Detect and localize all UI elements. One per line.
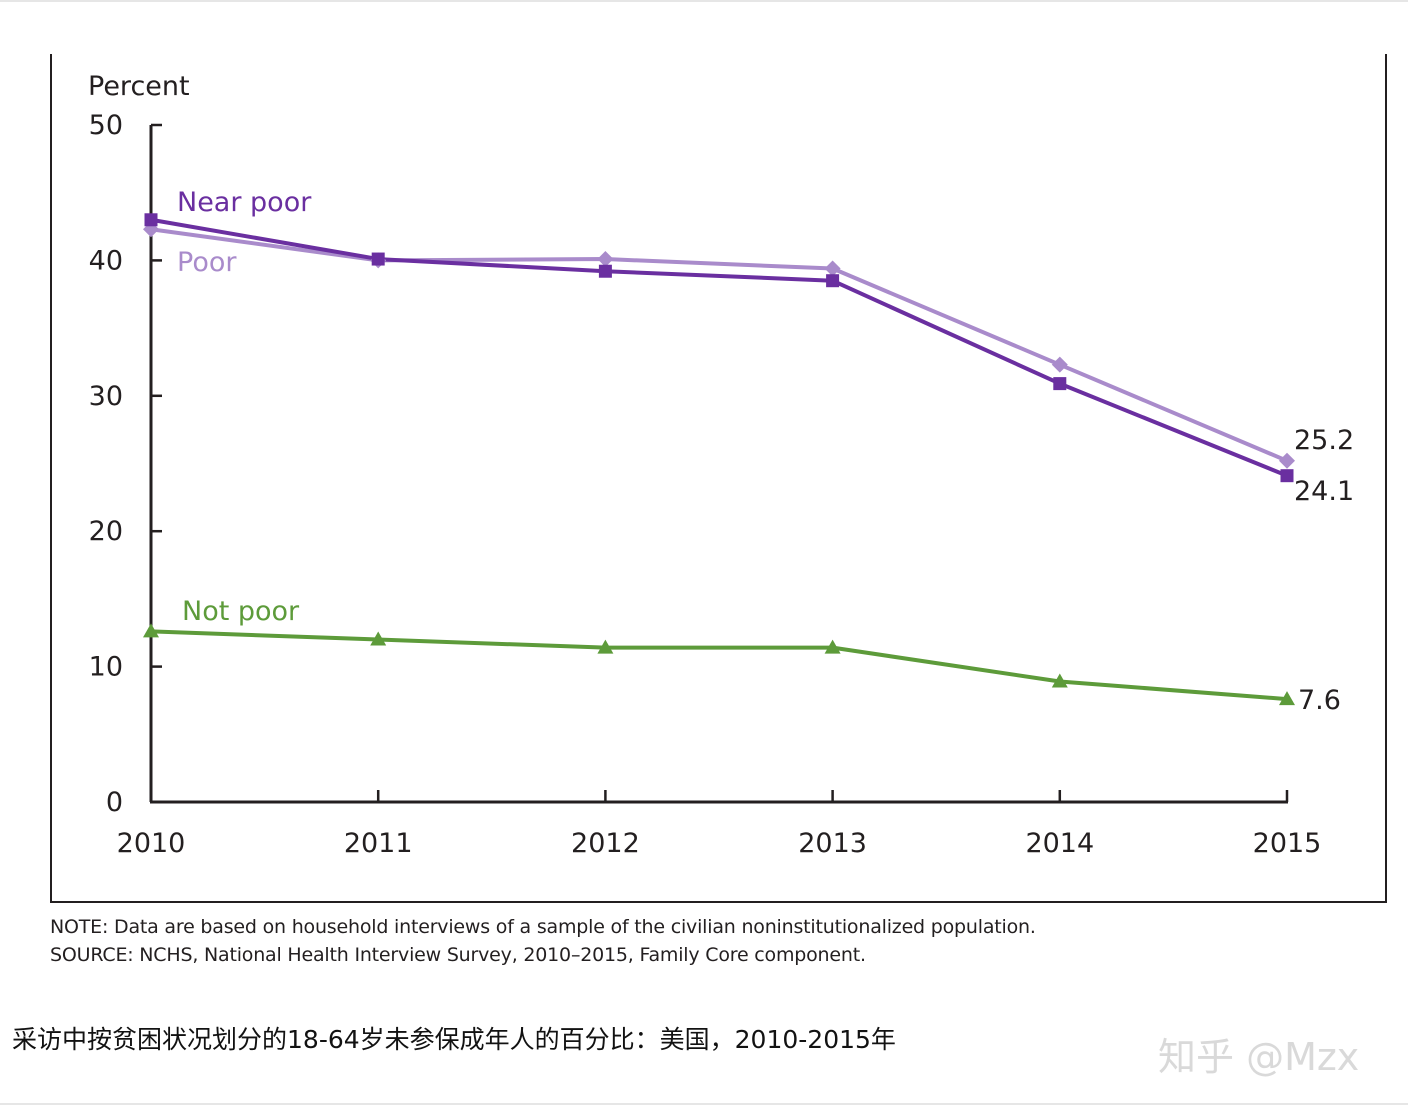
end-label-not-poor: 7.6 bbox=[1298, 685, 1341, 716]
y-tick-label: 40 bbox=[89, 245, 123, 276]
marker-not-poor bbox=[1279, 691, 1295, 706]
marker-poor bbox=[1051, 356, 1068, 373]
chart-frame bbox=[50, 54, 1387, 903]
end-label-near-poor: 24.1 bbox=[1294, 476, 1354, 507]
series-line-not-poor bbox=[150, 629, 1288, 702]
y-tick-label: 0 bbox=[106, 787, 123, 818]
y-tick-label: 10 bbox=[89, 652, 123, 683]
series-line-poor bbox=[150, 227, 1288, 463]
series-label-not-poor: Not poor bbox=[182, 596, 300, 627]
y-tick-label: 20 bbox=[89, 516, 123, 547]
bottom-divider bbox=[0, 1103, 1408, 1105]
marker-near-poor bbox=[826, 274, 840, 288]
marker-not-poor bbox=[143, 623, 159, 638]
line-chart: Percent 0 10 20 30 40 50 2010 2011 2012 2013 2014… bbox=[50, 54, 1387, 903]
x-tick-label: 2012 bbox=[571, 828, 640, 859]
marker-near-poor bbox=[598, 264, 612, 278]
x-tick-label: 2014 bbox=[1025, 828, 1094, 859]
series-line-near-poor bbox=[150, 217, 1288, 478]
x-tick-label: 2010 bbox=[117, 828, 186, 859]
marker-not-poor bbox=[597, 639, 614, 654]
end-label-poor: 25.2 bbox=[1294, 425, 1354, 456]
y-tick-label: 50 bbox=[89, 110, 123, 141]
watermark-text: 知乎 @Mzx bbox=[1158, 1035, 1360, 1079]
marker-not-poor bbox=[1051, 673, 1068, 688]
marker-poor bbox=[597, 251, 614, 268]
marker-near-poor bbox=[1280, 469, 1294, 483]
marker-near-poor bbox=[144, 213, 158, 227]
marker-near-poor bbox=[1053, 377, 1067, 391]
marker-poor bbox=[1279, 452, 1295, 469]
marker-not-poor bbox=[370, 631, 387, 646]
x-tick-label: 2013 bbox=[798, 828, 867, 859]
series-label-near-poor: Near poor bbox=[177, 187, 312, 218]
chart-source: SOURCE: NCHS, National Health Interview … bbox=[50, 944, 866, 966]
marker-poor bbox=[824, 260, 841, 277]
y-axis-title: Percent bbox=[88, 71, 190, 102]
series-label-poor: Poor bbox=[177, 247, 237, 278]
marker-not-poor bbox=[824, 639, 841, 654]
chart-note: NOTE: Data are based on household interv… bbox=[50, 916, 1036, 938]
x-tick-label: 2015 bbox=[1253, 828, 1322, 859]
top-divider bbox=[0, 0, 1408, 2]
marker-near-poor bbox=[371, 252, 385, 266]
y-tick-label: 30 bbox=[89, 381, 123, 412]
image-caption: 采访中按贫困状况划分的18-64岁未参保成年人的百分比：美国，2010-2015… bbox=[12, 1025, 896, 1054]
x-tick-label: 2011 bbox=[344, 828, 413, 859]
